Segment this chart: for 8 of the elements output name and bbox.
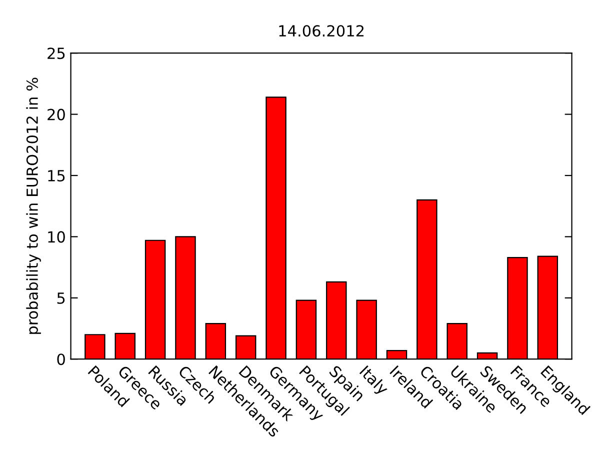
y-tick-label: 10: [48, 231, 65, 243]
y-tick-label: 20: [48, 108, 65, 120]
y-tick-label: 5: [57, 292, 65, 304]
y-tick-label: 25: [48, 48, 65, 60]
y-tick-label: 0: [57, 354, 65, 366]
y-tick-label: 15: [48, 170, 65, 182]
chart-title: 14.06.2012: [279, 25, 364, 37]
y-axis-title: probability to win EURO2012 in %: [26, 78, 41, 334]
